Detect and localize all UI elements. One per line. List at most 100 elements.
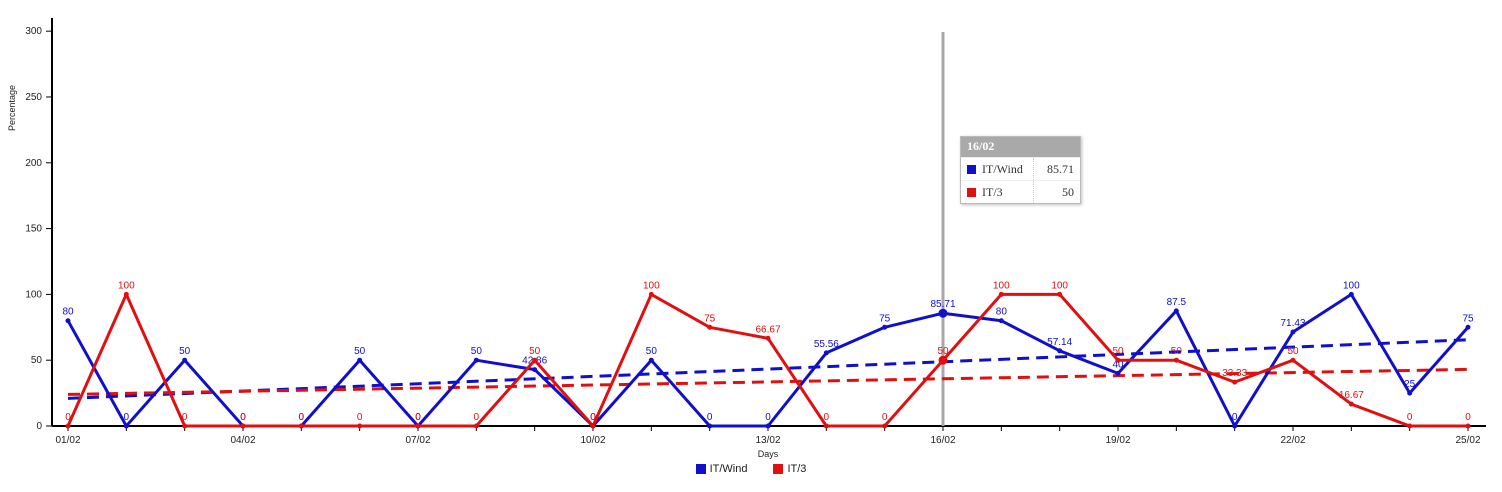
data-point-it-3[interactable]	[357, 423, 363, 429]
data-label-it-3: 0	[882, 412, 888, 423]
data-point-it-wind[interactable]	[938, 308, 948, 318]
data-point-it-wind[interactable]	[1407, 390, 1413, 396]
data-point-it-3[interactable]	[1232, 379, 1238, 385]
data-point-it-wind[interactable]	[882, 324, 888, 330]
data-point-it-wind[interactable]	[1290, 329, 1296, 335]
data-point-it-3[interactable]	[298, 423, 304, 429]
data-point-it-3[interactable]	[1465, 423, 1471, 429]
data-point-it-3[interactable]	[415, 423, 421, 429]
data-label-it-wind: 0	[707, 412, 713, 423]
data-label-it-3: 100	[993, 280, 1010, 291]
y-tick-label: 50	[31, 355, 43, 366]
data-label-it-3: 50	[937, 346, 949, 357]
data-label-it-3: 0	[1407, 412, 1413, 423]
legend-swatch-it-3	[773, 464, 784, 474]
data-point-it-wind[interactable]	[823, 350, 829, 356]
trendline-it-wind	[67, 338, 1469, 400]
data-label-it-wind: 0	[240, 412, 246, 423]
data-point-it-3[interactable]	[473, 423, 479, 429]
data-label-it-wind: 0	[124, 412, 130, 423]
tooltip-swatch-it-3	[967, 187, 976, 197]
data-point-it-wind[interactable]	[182, 357, 188, 363]
data-label-it-3: 0	[240, 412, 246, 423]
data-point-it-wind[interactable]	[1115, 370, 1121, 376]
data-label-it-wind: 50	[471, 346, 483, 357]
data-point-it-wind[interactable]	[1232, 423, 1238, 429]
legend-item-it-wind[interactable]: IT/Wind	[695, 463, 748, 475]
trendline-it-3	[67, 367, 1469, 396]
data-label-it-3: 0	[824, 412, 830, 423]
x-tick-label: 16/02	[930, 435, 955, 446]
data-point-it-3[interactable]	[1290, 357, 1296, 363]
data-point-it-3[interactable]	[123, 291, 129, 297]
y-tick-label: 100	[25, 289, 42, 300]
data-point-it-3[interactable]	[1407, 423, 1413, 429]
data-point-it-wind[interactable]	[532, 367, 538, 373]
data-point-it-3[interactable]	[765, 335, 771, 341]
x-tick-label: 07/02	[405, 435, 430, 446]
data-point-it-wind[interactable]	[707, 423, 713, 429]
data-point-it-3[interactable]	[998, 291, 1004, 297]
data-label-it-3: 100	[643, 280, 660, 291]
data-point-it-wind[interactable]	[357, 357, 363, 363]
data-label-it-wind: 55.56	[814, 339, 839, 350]
data-point-it-3[interactable]	[938, 355, 948, 365]
data-point-it-3[interactable]	[823, 423, 829, 429]
data-point-it-wind[interactable]	[473, 357, 479, 363]
x-tick-label: 25/02	[1455, 435, 1480, 446]
data-label-it-3: 0	[1465, 412, 1471, 423]
y-tick-label: 300	[25, 26, 42, 37]
data-point-it-3[interactable]	[707, 324, 713, 330]
tooltip-row-it-wind: IT/Wind 85.71	[961, 157, 1080, 180]
chart-legend: IT/Wind IT/3	[0, 463, 1502, 475]
data-point-it-wind[interactable]	[648, 357, 654, 363]
legend-item-it-3[interactable]: IT/3	[773, 463, 806, 475]
data-point-it-wind[interactable]	[1057, 348, 1063, 354]
data-label-it-3: 0	[415, 412, 421, 423]
data-label-it-3: 100	[118, 280, 135, 291]
data-label-it-wind: 100	[1343, 280, 1360, 291]
tooltip-series-name: IT/Wind	[982, 161, 1023, 176]
tooltip-date: 16/02	[961, 137, 1080, 157]
data-label-it-wind: 71.43	[1280, 318, 1305, 329]
data-label-it-wind: 40	[1112, 359, 1124, 370]
y-tick-label: 0	[36, 421, 42, 432]
data-label-it-wind: 80	[996, 307, 1008, 318]
data-label-it-wind: 80	[62, 307, 74, 318]
x-axis-title: Days	[758, 449, 779, 459]
tooltip-series-value: 85.71	[1047, 161, 1074, 176]
data-label-it-wind: 85.71	[930, 299, 955, 310]
tooltip-row-it-3: IT/3 50	[961, 180, 1080, 203]
y-tick-label: 150	[25, 224, 42, 235]
data-point-it-wind[interactable]	[65, 318, 71, 324]
series-line-it-3	[66, 292, 1468, 428]
data-label-it-3: 75	[704, 313, 716, 324]
data-point-it-3[interactable]	[1348, 401, 1354, 407]
y-axis-title: Percentage	[7, 85, 17, 131]
data-label-it-wind: 0	[415, 412, 421, 423]
data-point-it-wind[interactable]	[998, 318, 1004, 324]
data-point-it-3[interactable]	[1057, 291, 1063, 297]
data-point-it-3[interactable]	[1173, 357, 1179, 363]
data-point-it-3[interactable]	[182, 423, 188, 429]
data-label-it-wind: 0	[1232, 412, 1238, 423]
data-point-it-3[interactable]	[65, 423, 71, 429]
legend-swatch-it-wind	[695, 464, 706, 474]
data-point-it-wind[interactable]	[1348, 291, 1354, 297]
data-point-it-3[interactable]	[240, 423, 246, 429]
x-tick-label: 10/02	[580, 435, 605, 446]
legend-label-it-wind: IT/Wind	[709, 463, 748, 475]
data-point-it-wind[interactable]	[1173, 308, 1179, 314]
data-point-it-3[interactable]	[532, 357, 538, 363]
data-point-it-3[interactable]	[882, 423, 888, 429]
tooltip-swatch-it-wind	[967, 164, 976, 174]
data-label-it-wind: 25	[1404, 379, 1416, 390]
data-label-it-3: 0	[65, 412, 71, 423]
data-point-it-3[interactable]	[590, 423, 596, 429]
data-point-it-3[interactable]	[1115, 357, 1121, 363]
data-point-it-3[interactable]	[648, 291, 654, 297]
data-point-it-wind[interactable]	[123, 423, 129, 429]
data-point-it-wind[interactable]	[1465, 324, 1471, 330]
data-point-it-wind[interactable]	[765, 423, 771, 429]
